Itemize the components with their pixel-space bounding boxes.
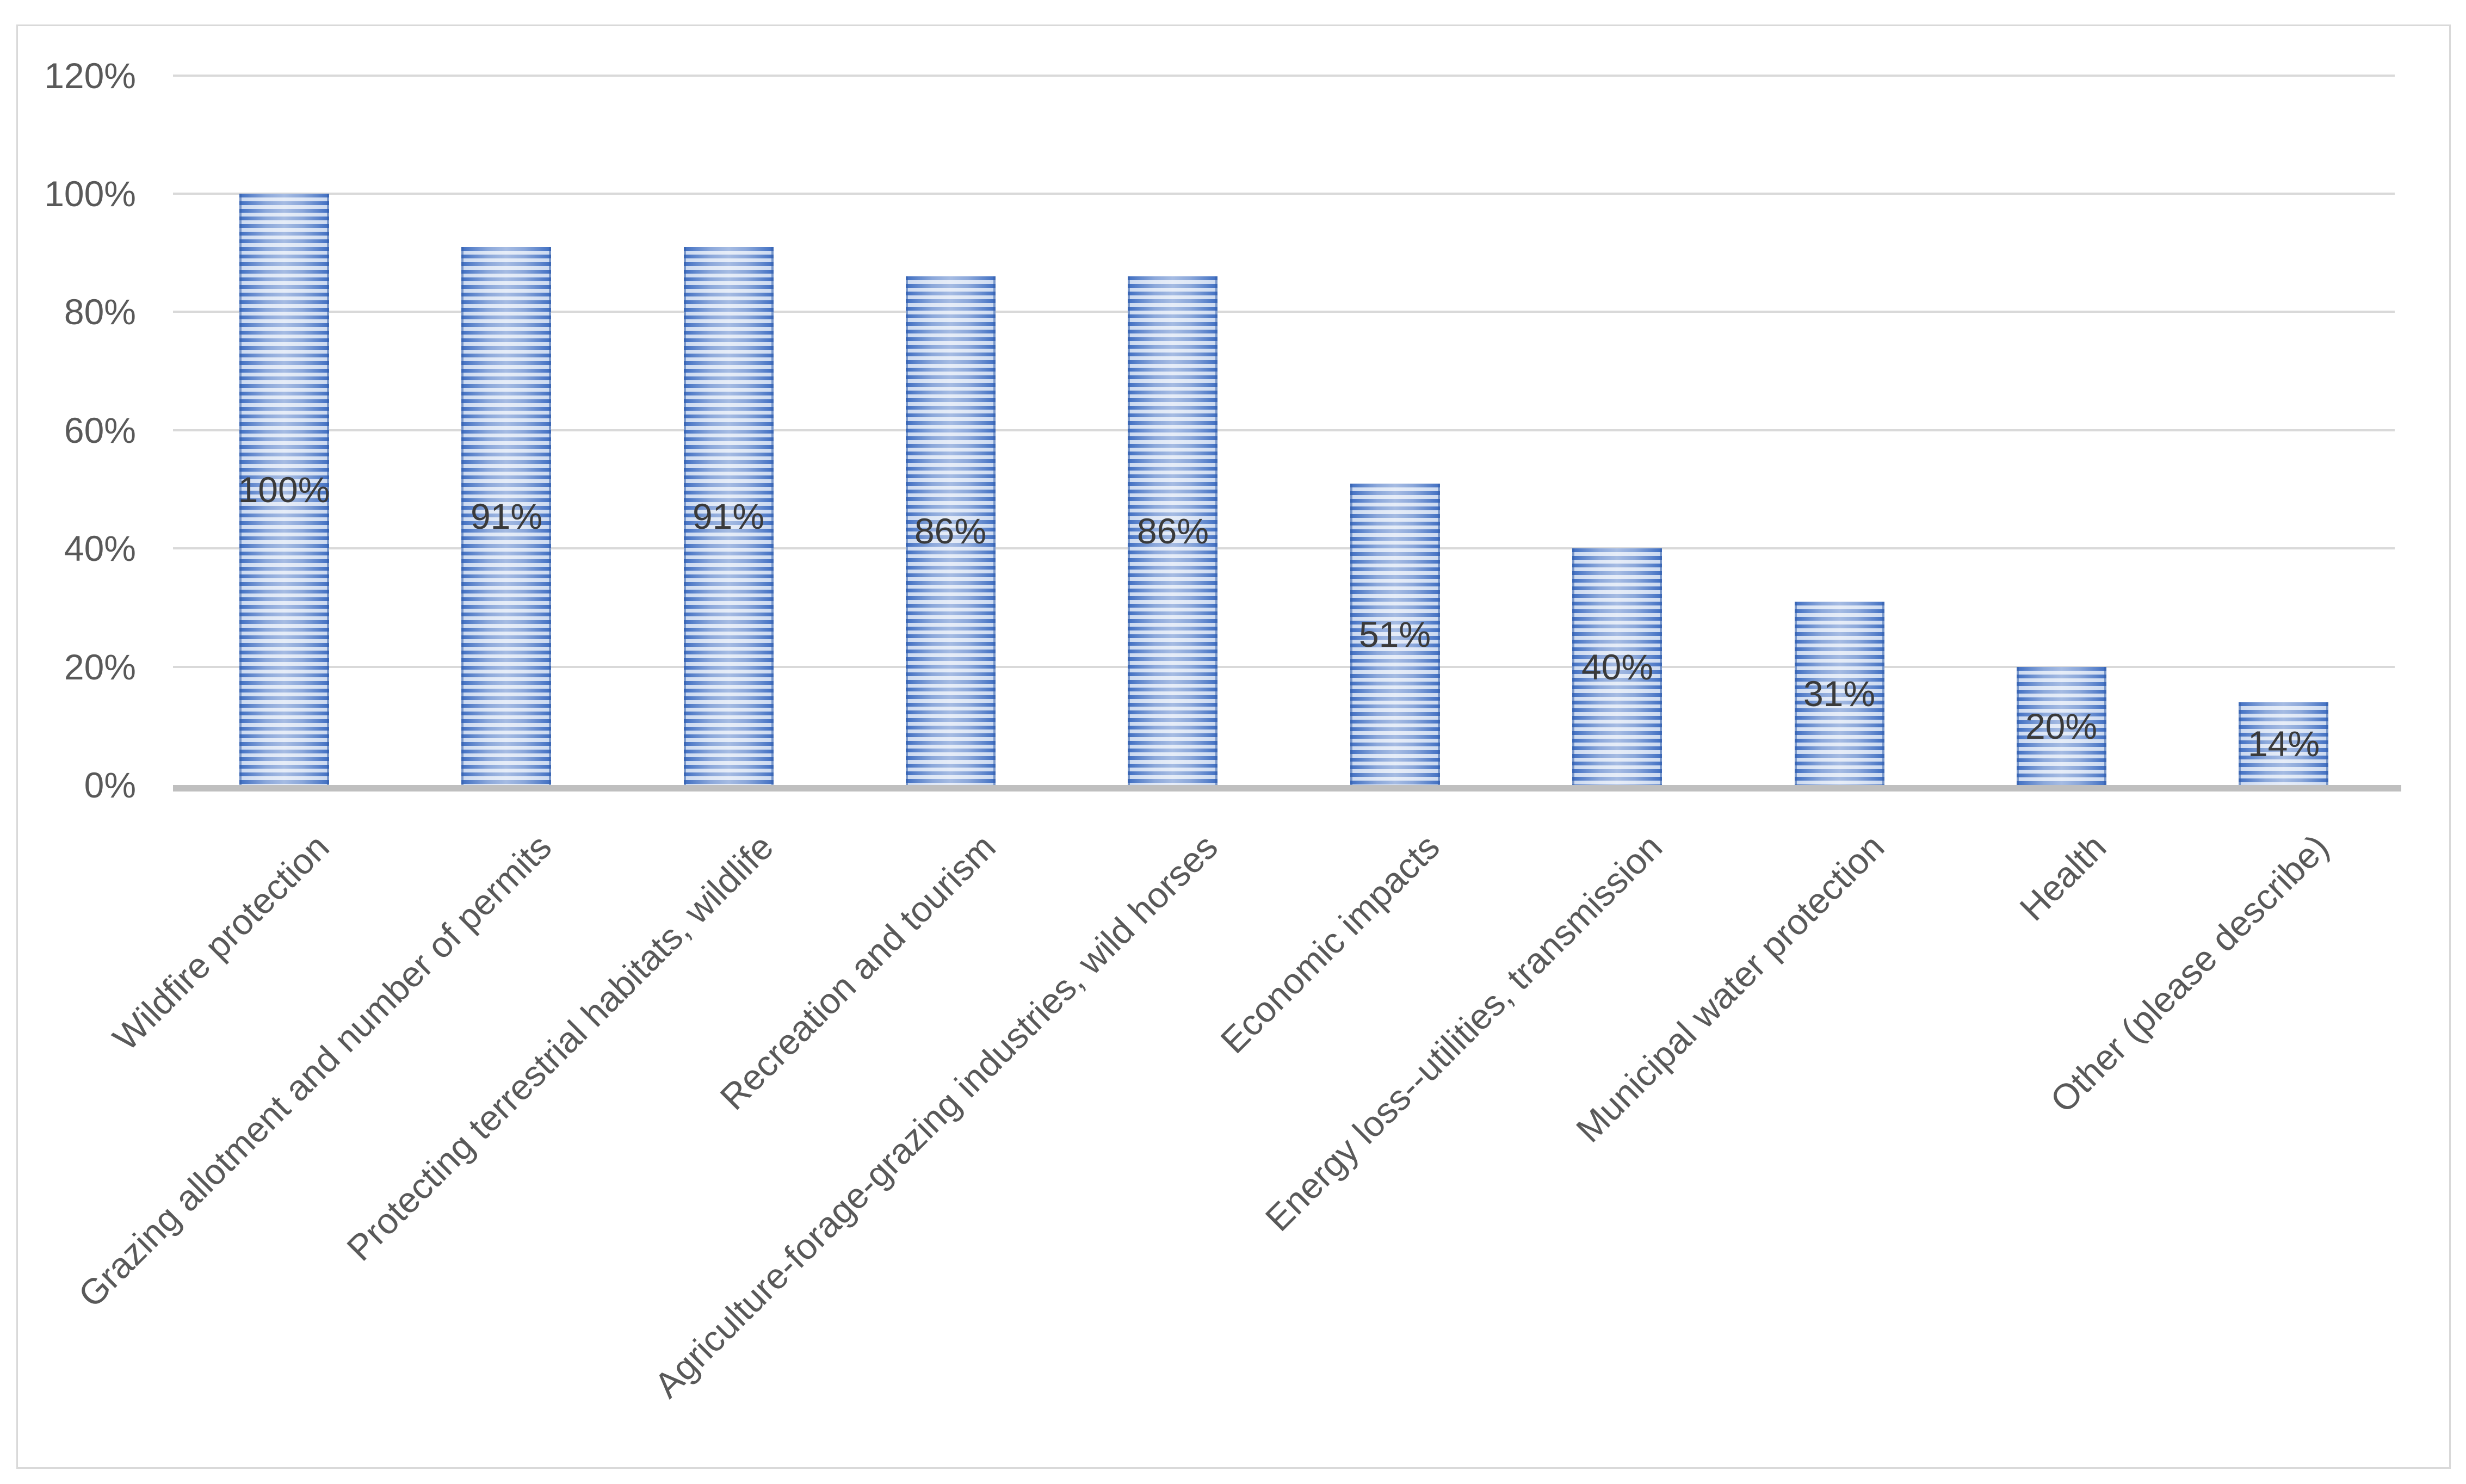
y-axis-tick-label: 80%: [64, 292, 136, 332]
x-axis-line: [173, 785, 2401, 792]
gridline: [173, 665, 2395, 668]
bar-6: [1350, 484, 1440, 785]
bar-value-label: 91%: [470, 496, 543, 536]
bar-value-label: 40%: [1581, 647, 1654, 687]
y-axis-tick-label: 40%: [64, 528, 136, 569]
gridline: [173, 429, 2395, 431]
gridline: [173, 74, 2395, 77]
bar-8: [1795, 602, 1884, 785]
bar-value-label: 20%: [2025, 706, 2098, 746]
gridline: [173, 311, 2395, 313]
bar-value-label: 86%: [914, 511, 987, 551]
y-axis-tick-label: 100%: [44, 174, 136, 214]
y-axis-tick-label: 120%: [44, 55, 136, 96]
bar-value-label: 51%: [1358, 614, 1431, 654]
bar-2: [461, 247, 551, 785]
bar-value-label: 31%: [1803, 673, 1876, 714]
bar-3: [684, 247, 774, 785]
bar-value-label: 14%: [2247, 724, 2320, 764]
bar-10: [2239, 702, 2328, 785]
bar-5: [1128, 276, 1217, 785]
gridline: [173, 547, 2395, 550]
y-axis-tick-label: 20%: [64, 646, 136, 687]
bar-7: [1572, 548, 1662, 785]
y-axis-tick-label: 0%: [84, 765, 136, 805]
bar-value-label: 100%: [238, 469, 330, 510]
bar-1: [239, 194, 329, 785]
bar-9: [2017, 667, 2106, 785]
y-axis-tick-label: 60%: [64, 410, 136, 450]
bar-4: [906, 276, 996, 785]
bar-value-label: 86%: [1136, 511, 1209, 551]
bar-value-label: 91%: [692, 496, 765, 536]
gridline: [173, 193, 2395, 195]
